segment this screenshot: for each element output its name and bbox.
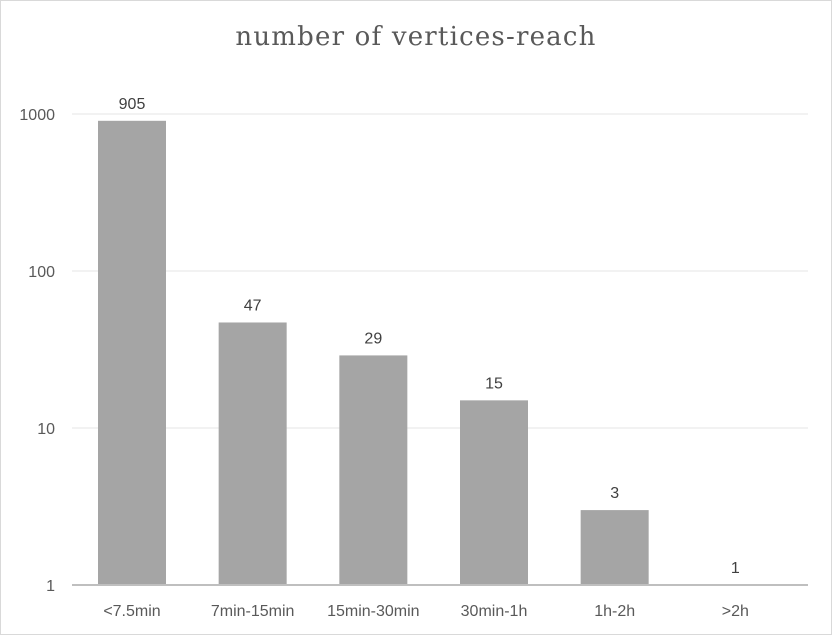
y-axis-ticks: 1 10 100 1000 xyxy=(19,107,55,595)
x-tick-label: >2h xyxy=(722,603,749,620)
y-tick-label: 100 xyxy=(28,264,55,281)
bars xyxy=(98,120,649,585)
y-tick-label: 1000 xyxy=(19,107,55,124)
data-label: 29 xyxy=(364,330,382,347)
bar xyxy=(339,355,408,585)
y-tick-label: 1 xyxy=(46,578,55,595)
data-label: 3 xyxy=(610,485,619,502)
x-tick-label: 15min-30min xyxy=(327,603,419,620)
bar xyxy=(98,120,166,585)
data-labels: 905 47 29 15 3 1 xyxy=(119,96,740,577)
bar xyxy=(460,400,528,585)
x-axis-ticks: <7.5min 7min-15min 15min-30min 30min-1h 1h-2… xyxy=(103,603,749,620)
x-tick-label: <7.5min xyxy=(103,603,160,620)
bar xyxy=(218,322,287,585)
data-label: 15 xyxy=(485,375,503,392)
data-label: 905 xyxy=(119,96,146,113)
data-label: 1 xyxy=(731,560,740,577)
data-label: 47 xyxy=(244,297,262,314)
x-tick-label: 30min-1h xyxy=(461,603,528,620)
chart-title: number of vertices-reach xyxy=(235,22,596,52)
x-tick-label: 1h-2h xyxy=(594,603,635,620)
bar xyxy=(580,510,649,585)
y-tick-label: 10 xyxy=(37,421,55,438)
x-tick-label: 7min-15min xyxy=(211,603,295,620)
gridlines xyxy=(72,113,808,429)
